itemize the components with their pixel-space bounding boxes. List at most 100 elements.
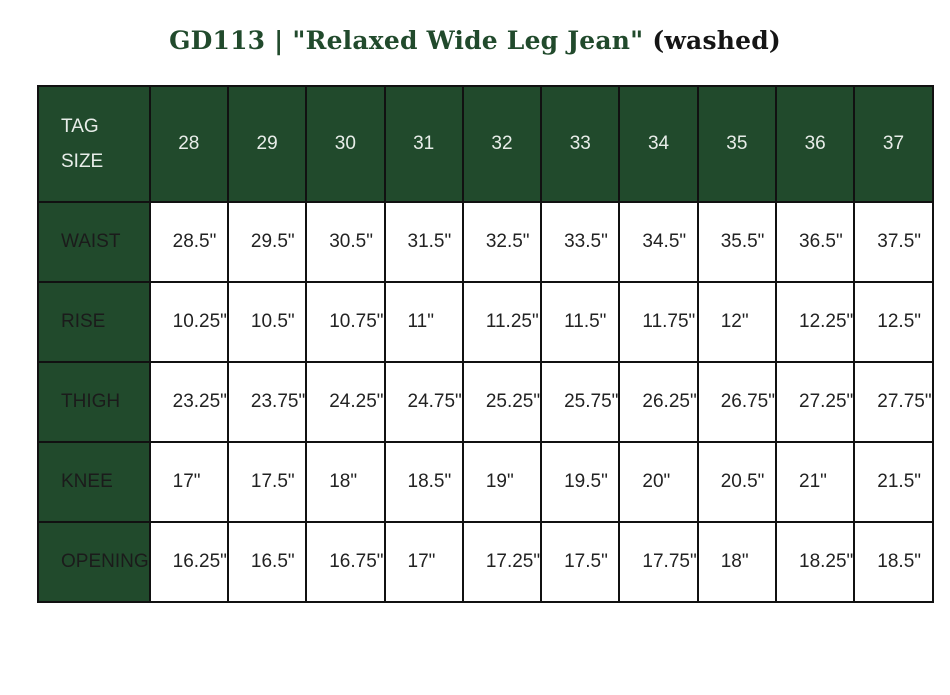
measurement-value: 10.25" <box>172 311 227 332</box>
size-label: 29 <box>256 133 278 154</box>
measurement-value: 37.5" <box>877 231 922 252</box>
measurement-value: 11.5" <box>564 311 607 332</box>
size-label: 36 <box>804 133 826 154</box>
measurement-cell: 10.75" <box>305 281 386 363</box>
measurement-value: 21" <box>799 471 827 492</box>
measurement-value: 28.5" <box>172 231 217 252</box>
measurement-cell: 12.5" <box>853 281 934 363</box>
measurement-cell: 12.25" <box>774 281 856 363</box>
size-label: 33 <box>569 133 591 154</box>
measurement-cell: 17.25" <box>461 521 543 603</box>
measurement-value: 12.25" <box>799 311 854 332</box>
measurement-value: 18.25" <box>799 551 854 572</box>
measurement-cell: 35.5" <box>696 201 778 283</box>
measurement-value: 17.25" <box>485 551 541 572</box>
measurement-cell: 23.25" <box>148 361 229 443</box>
measurement-cell: 36.5" <box>774 201 856 283</box>
title-main: GD113 | "Relaxed Wide Leg Jean" <box>169 26 644 55</box>
measurement-row-opening: OPENING 16.25" 16.5" 16.75" 17" 17.25" 17.5" 17… <box>37 521 934 603</box>
measurement-value: 12" <box>720 311 749 332</box>
measurement-cell: 24.25" <box>305 361 386 443</box>
measurement-cell: 11" <box>383 281 464 363</box>
measurement-cell: 23.75" <box>226 361 308 443</box>
measurement-value: 18" <box>720 551 749 572</box>
size-header-cell: 30 <box>305 85 386 203</box>
size-header-cell: 33 <box>540 85 621 203</box>
measurement-cell: 17" <box>148 441 229 523</box>
measurement-value: 11.75" <box>642 311 696 332</box>
measurement-cell: 11.5" <box>540 281 621 363</box>
measurement-value: 23.25" <box>172 391 227 412</box>
size-label: 35 <box>726 133 748 154</box>
size-label: 34 <box>647 133 670 154</box>
size-header-cell: 28 <box>148 85 229 203</box>
size-header-cell: 31 <box>383 85 464 203</box>
measurement-cell: 10.25" <box>148 281 229 363</box>
measurement-value: 36.5" <box>799 231 843 252</box>
size-header-cell: 36 <box>774 85 856 203</box>
measurement-value: 31.5" <box>407 231 452 252</box>
measurement-cell: 25.25" <box>461 361 543 443</box>
measurement-cell: 12" <box>696 281 778 363</box>
measurement-cell: 18.5" <box>383 441 464 523</box>
measurement-cell: 25.75" <box>540 361 621 443</box>
measurement-value: 18" <box>329 471 358 492</box>
size-label: 28 <box>178 133 200 154</box>
measurement-cell: 11.25" <box>461 281 543 363</box>
size-header-cell: 34 <box>618 85 699 203</box>
size-label: 30 <box>334 133 356 154</box>
measurement-cell: 27.25" <box>774 361 856 443</box>
row-label-cell: WAIST <box>37 201 151 283</box>
measurement-value: 16.5" <box>250 551 295 572</box>
measurement-value: 29.5" <box>250 231 295 252</box>
measurement-cell: 31.5" <box>383 201 464 283</box>
measurement-cell: 16.5" <box>226 521 308 603</box>
size-label: 32 <box>491 133 513 154</box>
measurement-cell: 33.5" <box>540 201 621 283</box>
measurement-value: 16.25" <box>172 551 227 572</box>
size-header-cell: 35 <box>696 85 778 203</box>
measurement-cell: 17.5" <box>226 441 308 523</box>
measurement-cell: 28.5" <box>148 201 229 283</box>
measurement-value: 17" <box>172 471 201 492</box>
measurement-value: 20" <box>642 471 671 492</box>
measurement-value: 25.75" <box>564 391 619 412</box>
measurement-cell: 21" <box>774 441 856 523</box>
measurement-value: 18.5" <box>877 551 922 572</box>
measurement-cell: 24.75" <box>383 361 464 443</box>
measurement-cell: 27.75" <box>853 361 934 443</box>
tag-size-header-cell: TAG SIZE <box>37 85 151 203</box>
measurement-value: 16.75" <box>329 551 384 572</box>
measurement-cell: 17.5" <box>540 521 621 603</box>
measurement-cell: 32.5" <box>461 201 543 283</box>
measurement-value: 26.25" <box>642 391 697 412</box>
measurement-cell: 11.75" <box>618 281 699 363</box>
size-label: 31 <box>413 133 435 154</box>
measurement-cell: 21.5" <box>853 441 934 523</box>
row-label-cell: RISE <box>37 281 151 363</box>
measurement-value: 11" <box>407 311 434 332</box>
measurement-value: 30.5" <box>329 231 373 252</box>
page-title: GD113 | "Relaxed Wide Leg Jean" (washed) <box>0 26 950 55</box>
measurement-value: 17.75" <box>642 551 697 572</box>
measurement-value: 20.5" <box>720 471 765 492</box>
measurement-row-waist: WAIST 28.5" 29.5" 30.5" 31.5" 32.5" 33.5" 34.5"… <box>37 201 934 283</box>
measurement-value: 23.75" <box>250 391 306 412</box>
measurement-row-thigh: THIGH 23.25" 23.75" 24.25" 24.75" 25.25" 25.75… <box>37 361 934 443</box>
measurement-value: 19.5" <box>564 471 608 492</box>
measurement-value: 17.5" <box>250 471 295 492</box>
measurement-cell: 18" <box>696 521 778 603</box>
measurement-cell: 10.5" <box>226 281 308 363</box>
measurement-value: 35.5" <box>720 231 765 252</box>
measurement-value: 26.75" <box>720 391 775 412</box>
measurement-cell: 19.5" <box>540 441 621 523</box>
measurement-cell: 17.75" <box>618 521 699 603</box>
size-label: 37 <box>882 133 905 154</box>
row-label: RISE <box>61 311 106 332</box>
row-label: KNEE <box>61 471 113 492</box>
measurement-row-rise: RISE 10.25" 10.5" 10.75" 11" 11.25" 11.5" 11.75… <box>37 281 934 363</box>
measurement-cell: 17" <box>383 521 464 603</box>
measurement-cell: 18.25" <box>774 521 856 603</box>
measurement-cell: 19" <box>461 441 543 523</box>
row-label-cell: THIGH <box>37 361 151 443</box>
